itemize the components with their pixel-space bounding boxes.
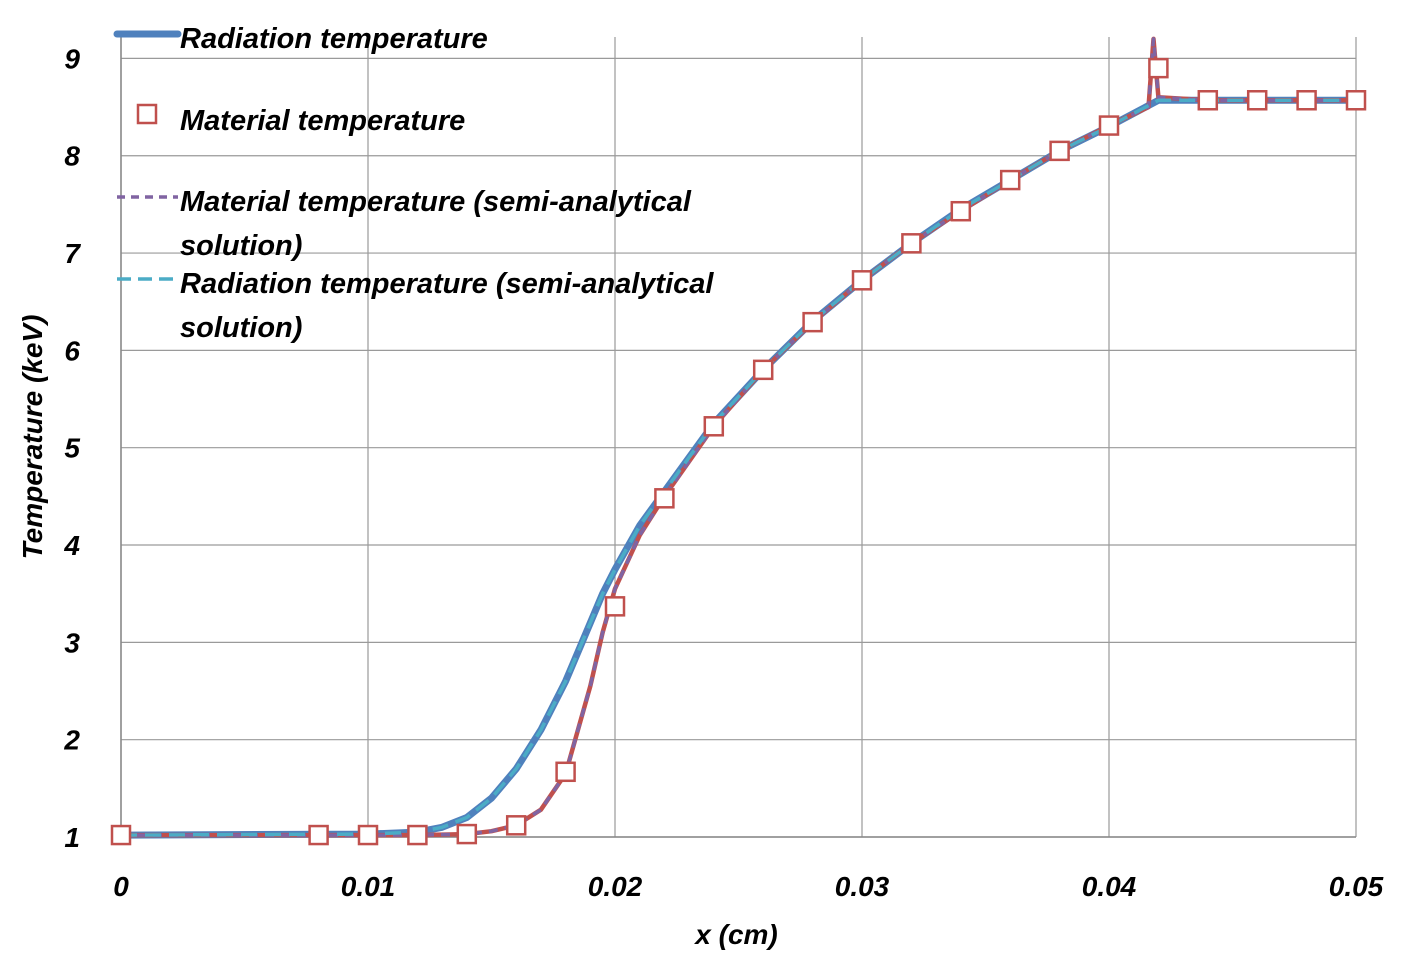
material-temperature-marker bbox=[1148, 57, 1169, 79]
legend-label: Material temperature (semi-analytical bbox=[180, 186, 692, 218]
material-temperature-marker bbox=[110, 824, 132, 846]
material-temperature-marker bbox=[1246, 90, 1268, 111]
x-tick-label: 0.05 bbox=[1329, 871, 1384, 902]
y-tick-label: 4 bbox=[63, 530, 80, 561]
legend-label: solution) bbox=[180, 230, 302, 262]
material-temperature-marker bbox=[407, 824, 428, 846]
material-temperature-marker bbox=[752, 359, 774, 381]
legend-swatch-material bbox=[136, 103, 158, 125]
material-temperature-marker bbox=[901, 233, 922, 254]
x-tick-label: 0.02 bbox=[588, 871, 643, 902]
material-temperature-marker bbox=[1049, 140, 1070, 162]
series-line-radiation-temperature-semi-analytical bbox=[120, 98, 1356, 837]
material-temperature-marker bbox=[851, 270, 873, 291]
material-temperature-marker bbox=[505, 815, 527, 836]
legend-label: Material temperature bbox=[180, 105, 465, 137]
y-axis-title: Temperature (keV) bbox=[17, 315, 48, 560]
x-tick-label: 0.01 bbox=[341, 871, 396, 902]
series-layer bbox=[110, 36, 1367, 846]
material-temperature-marker bbox=[950, 200, 972, 222]
legend-label: solution) bbox=[180, 312, 302, 344]
y-tick-label: 5 bbox=[64, 433, 80, 464]
material-temperature-marker bbox=[1345, 90, 1367, 111]
material-temperature-marker bbox=[456, 823, 478, 845]
material-temperature-marker bbox=[357, 824, 379, 846]
legend-label: Radiation temperature bbox=[180, 23, 488, 55]
material-temperature-marker bbox=[604, 596, 626, 617]
x-tick-label: 0.04 bbox=[1082, 871, 1137, 902]
y-tick-label: 2 bbox=[63, 725, 80, 756]
legend: Radiation temperature Material temperatur… bbox=[113, 23, 714, 344]
material-temperature-marker bbox=[999, 169, 1021, 191]
y-tick-label: 6 bbox=[64, 335, 80, 366]
y-tick-label: 9 bbox=[64, 43, 80, 74]
y-tick-labels: 1 2 3 4 5 6 7 8 9 bbox=[63, 43, 81, 853]
material-temperature-marker bbox=[1197, 90, 1219, 111]
material-temperature-marker bbox=[1098, 115, 1120, 136]
material-temperature-marker bbox=[308, 824, 329, 846]
y-tick-label: 1 bbox=[64, 822, 80, 853]
y-tick-label: 3 bbox=[64, 627, 80, 658]
y-tick-label: 8 bbox=[64, 141, 80, 172]
material-temperature-marker bbox=[802, 311, 823, 333]
material-temperature-marker bbox=[555, 761, 576, 783]
gridlines bbox=[120, 37, 1357, 838]
material-temperature-marker bbox=[1296, 90, 1317, 111]
x-tick-label: 0 bbox=[113, 871, 129, 902]
x-tick-labels: 0 0.01 0.02 0.03 0.04 0.05 bbox=[113, 871, 1383, 902]
x-axis-title: x (cm) bbox=[693, 919, 777, 950]
material-temperature-marker bbox=[654, 488, 675, 509]
material-temperature-marker bbox=[703, 416, 725, 437]
x-tick-label: 0.03 bbox=[835, 871, 890, 902]
legend-label: Radiation temperature (semi-analytical bbox=[180, 268, 714, 300]
y-tick-label: 7 bbox=[64, 238, 81, 269]
